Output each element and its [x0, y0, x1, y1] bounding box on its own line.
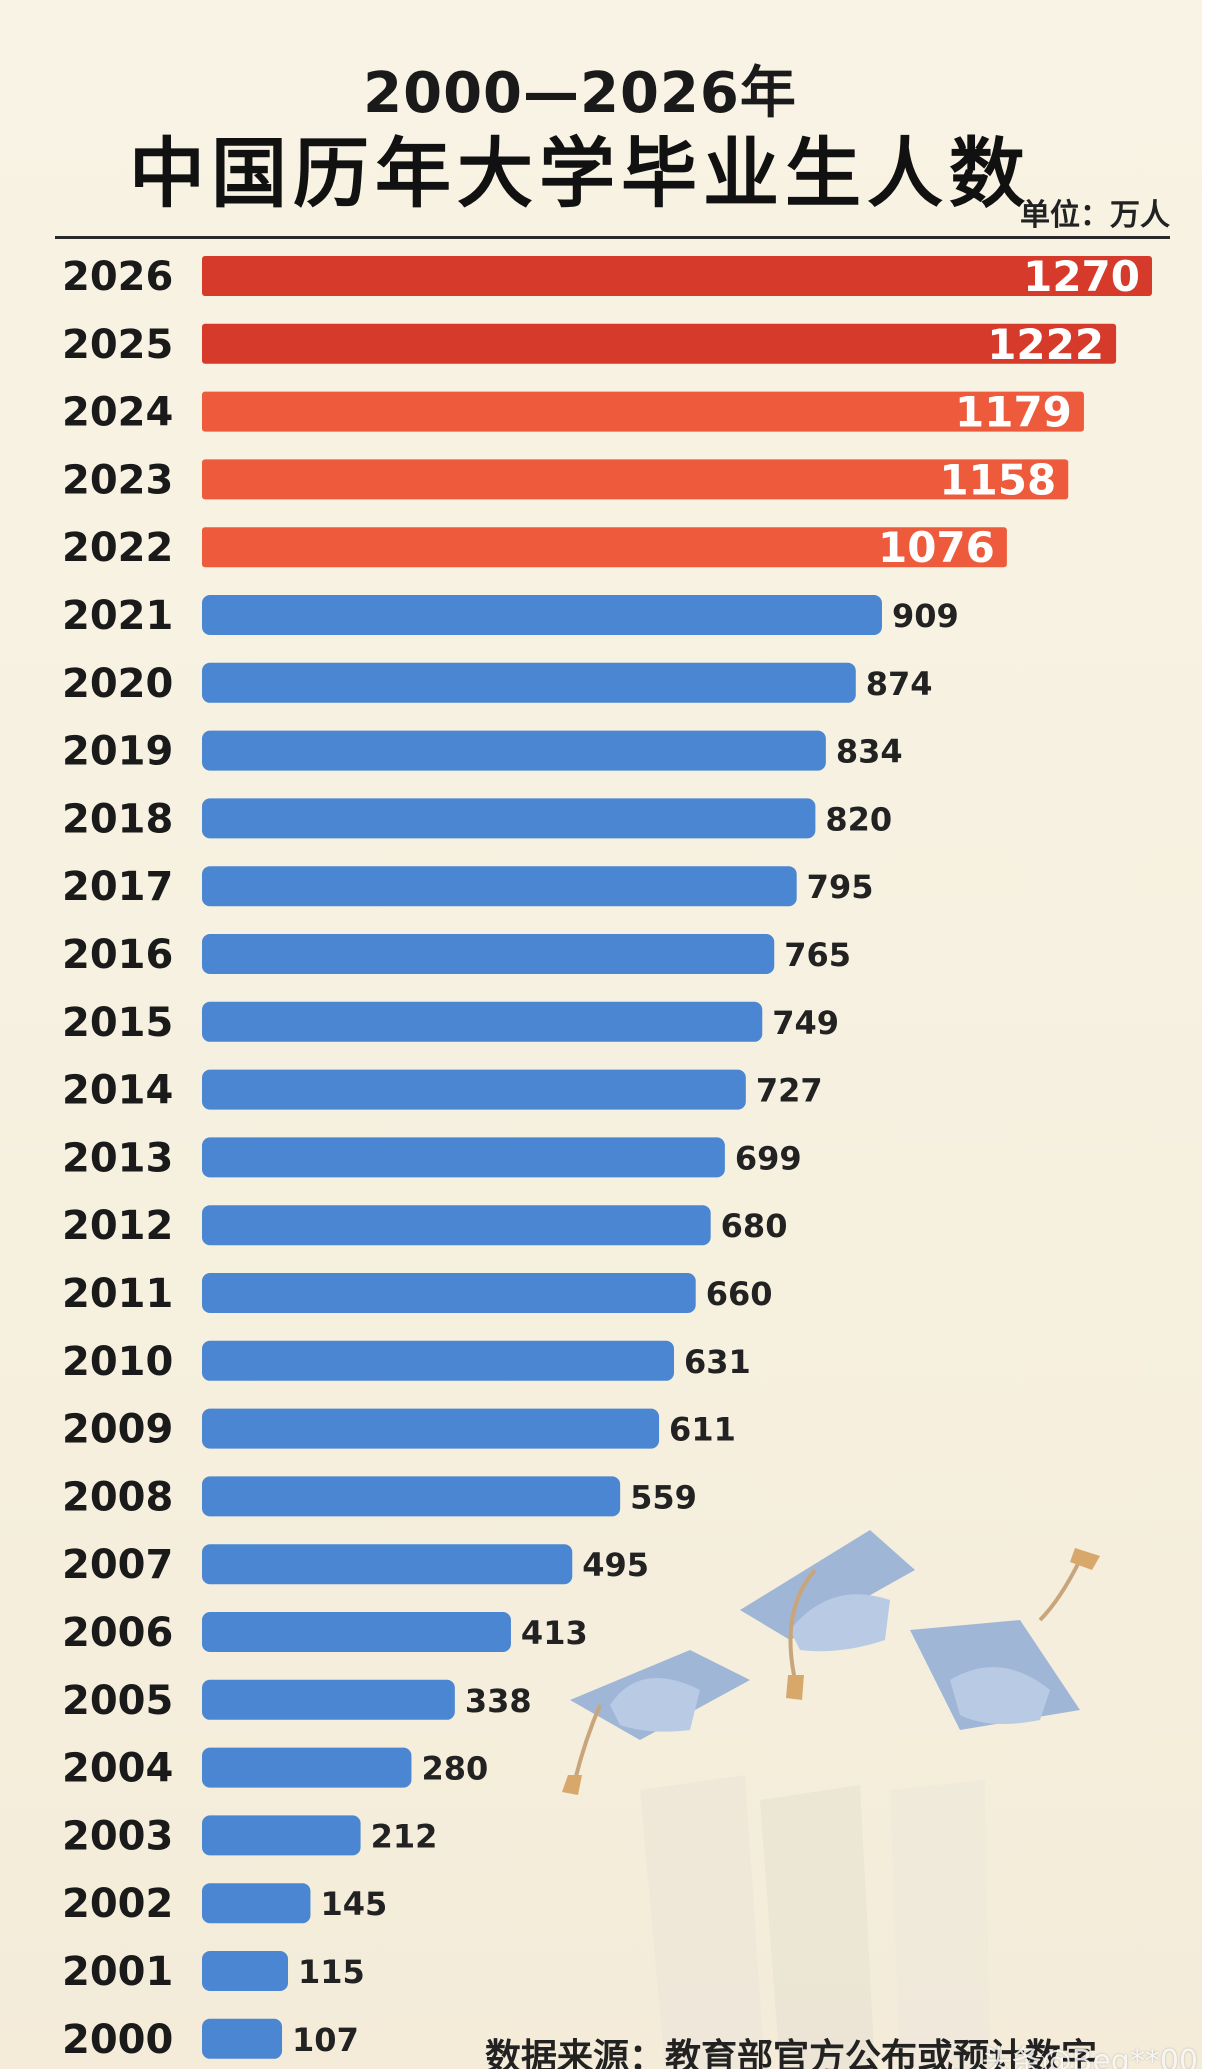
bar-2013	[202, 1137, 725, 1178]
bar-2016	[202, 934, 775, 974]
bar-2018	[202, 798, 816, 839]
year-label: 2010	[62, 1339, 173, 1385]
bar-2004	[202, 1747, 412, 1788]
value-label-2010: 631	[684, 1343, 751, 1381]
year-label: 2007	[62, 1542, 173, 1588]
year-label: 2008	[62, 1474, 173, 1520]
value-label-2008: 559	[630, 1478, 697, 1516]
bar-2006	[202, 1612, 511, 1652]
value-label-2014: 727	[756, 1072, 823, 1110]
year-label: 2021	[62, 593, 173, 639]
year-label: 2005	[62, 1678, 173, 1724]
unit-label: 单位：万人	[1020, 198, 1170, 233]
year-label: 2022	[62, 525, 173, 571]
bar-2009	[202, 1408, 660, 1449]
year-label: 2013	[62, 1135, 173, 1181]
bar-2020	[202, 662, 856, 703]
bar-2005	[202, 1679, 455, 1720]
value-label-2011: 660	[706, 1275, 773, 1313]
bar-2024	[202, 391, 1084, 432]
value-label-2018: 820	[825, 800, 892, 838]
value-label-2025: 1222	[987, 320, 1104, 369]
value-label-2007: 495	[582, 1546, 649, 1584]
year-label: 2012	[62, 1203, 173, 1249]
value-label-2001: 115	[298, 1953, 365, 1991]
value-label-2002: 145	[320, 1885, 387, 1923]
bar-2023	[202, 459, 1069, 500]
bar-2022	[202, 527, 1007, 568]
value-label-2013: 699	[735, 1139, 802, 1177]
year-label: 2024	[62, 390, 173, 436]
value-label-2012: 680	[721, 1207, 788, 1245]
chart-subtitle: 中国历年大学毕业生人数	[129, 129, 1031, 218]
bar-2012	[202, 1205, 711, 1246]
year-label: 2006	[62, 1610, 173, 1656]
value-label-2017: 795	[807, 868, 874, 906]
graduation-cap-icon	[740, 1530, 915, 1700]
graduation-cap-icon	[910, 1548, 1100, 1730]
value-label-2009: 611	[669, 1411, 736, 1449]
year-label: 2019	[62, 729, 173, 775]
bar-2002	[202, 1883, 311, 1924]
value-label-2023: 1158	[939, 455, 1056, 504]
bar-2000	[202, 2018, 283, 2059]
year-label: 2018	[62, 796, 173, 842]
value-label-2006: 413	[521, 1614, 588, 1652]
value-label-2026: 1270	[1023, 252, 1140, 301]
year-label: 2023	[62, 457, 173, 503]
value-label-2005: 338	[465, 1682, 532, 1720]
data-source-note: 数据来源：教育部官方公布或预计数字	[485, 2037, 1098, 2069]
value-label-2016: 765	[784, 936, 851, 974]
bar-2008	[202, 1476, 621, 1517]
bar-2010	[202, 1340, 675, 1381]
year-label: 2011	[62, 1271, 173, 1317]
year-label: 2017	[62, 864, 173, 910]
value-label-2003: 212	[371, 1817, 438, 1855]
graduation-cap-icon	[562, 1650, 750, 1795]
bar-2021	[202, 595, 882, 635]
value-label-2004: 280	[421, 1750, 488, 1788]
bar-2007	[202, 1544, 573, 1585]
chart-title: 2000—2026年	[363, 61, 797, 126]
year-label: 2020	[62, 661, 173, 707]
year-label: 2009	[62, 1407, 173, 1453]
value-label-2024: 1179	[955, 388, 1072, 437]
year-label: 2004	[62, 1746, 173, 1792]
bar-2003	[202, 1815, 361, 1856]
value-label-2021: 909	[892, 597, 959, 635]
year-label: 2026	[62, 254, 173, 300]
year-label: 2001	[62, 1949, 173, 1995]
bar-2026	[202, 256, 1152, 296]
year-label: 2025	[62, 322, 173, 368]
bar-2019	[202, 730, 826, 771]
edge-strip	[1202, 0, 1220, 2069]
bar-2015	[202, 1001, 763, 1042]
bar-2025	[202, 323, 1117, 364]
watermark: 头条@Beq**00	[981, 2044, 1198, 2069]
bar-2001	[202, 1951, 289, 1991]
bar-2017	[202, 866, 797, 907]
bar-2014	[202, 1069, 746, 1110]
bar-2011	[202, 1273, 696, 1313]
graduation-caps-illustration	[562, 1530, 1100, 2069]
year-label: 2016	[62, 932, 173, 978]
value-label-2020: 874	[866, 665, 933, 703]
year-label: 2014	[62, 1068, 173, 1114]
year-label: 2015	[62, 1000, 173, 1046]
value-label-2015: 749	[772, 1004, 839, 1042]
year-label: 2003	[62, 1813, 173, 1859]
year-label: 2002	[62, 1881, 173, 1927]
value-label-2000: 107	[292, 2021, 359, 2059]
value-label-2019: 834	[836, 733, 903, 771]
year-label: 2000	[62, 2017, 173, 2063]
title-divider	[55, 236, 1170, 239]
value-label-2022: 1076	[878, 523, 995, 572]
